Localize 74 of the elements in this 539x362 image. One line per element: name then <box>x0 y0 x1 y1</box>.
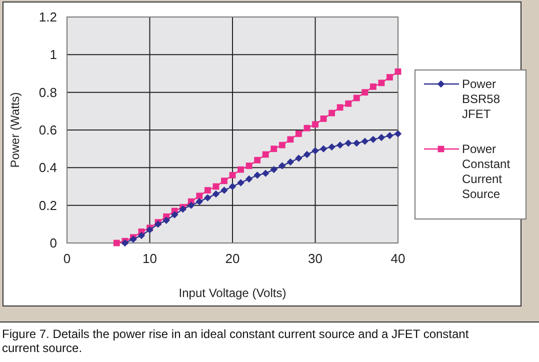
point <box>336 141 344 149</box>
y-tick-label: 1 <box>50 47 57 62</box>
point <box>237 179 244 186</box>
point <box>138 232 146 240</box>
x-tick-label: 0 <box>63 251 71 266</box>
point <box>262 170 270 177</box>
point <box>204 194 212 202</box>
y-tick-label: 1.2 <box>38 10 57 24</box>
x-axis-title: Input Voltage (Volts) <box>178 286 286 300</box>
point <box>386 132 394 140</box>
point <box>312 147 319 154</box>
point <box>386 74 393 80</box>
point <box>179 206 186 213</box>
point <box>345 100 352 107</box>
point <box>344 140 352 147</box>
point <box>162 216 170 224</box>
point <box>394 68 402 75</box>
y-tick-label: 0 <box>50 236 57 250</box>
y-axis-title: Power (Watts) <box>8 92 22 168</box>
point <box>370 83 376 90</box>
point <box>378 134 386 142</box>
point <box>394 130 402 138</box>
point <box>353 140 360 147</box>
point <box>246 162 252 169</box>
point <box>278 142 286 148</box>
x-tick-label: 30 <box>308 251 322 266</box>
point <box>204 187 211 194</box>
point <box>286 158 294 166</box>
point <box>254 172 261 179</box>
point <box>312 121 318 128</box>
point <box>353 94 360 102</box>
caption: Figure 7. Details the power rise in an ideal constant current source and a JFET constant current source. <box>2 327 470 355</box>
point <box>270 146 278 152</box>
point <box>121 239 129 247</box>
point <box>295 154 302 162</box>
point <box>361 138 368 145</box>
point <box>320 145 328 152</box>
point <box>378 80 385 86</box>
point <box>196 198 203 206</box>
point <box>320 116 327 122</box>
point <box>336 104 344 111</box>
y-tick-label: 0.2 <box>38 198 57 213</box>
point <box>296 130 302 137</box>
point <box>113 240 120 246</box>
point <box>270 166 278 174</box>
point <box>328 143 336 151</box>
y-tick-label: 0.4 <box>38 160 57 176</box>
point <box>212 190 220 198</box>
point <box>188 202 195 209</box>
point <box>370 136 377 144</box>
point <box>221 178 228 184</box>
point <box>254 156 261 164</box>
point <box>304 124 310 132</box>
point <box>245 175 253 183</box>
point <box>229 172 236 178</box>
point <box>303 150 311 158</box>
y-tick-label: 0.8 <box>38 84 57 100</box>
point <box>278 162 286 170</box>
x-tick-label: 10 <box>142 251 157 266</box>
point <box>170 211 178 218</box>
point <box>362 89 368 96</box>
legend-label: Power Constant Current Source <box>462 142 511 201</box>
x-tick-label: 40 <box>390 251 406 266</box>
point <box>220 186 228 194</box>
point <box>154 220 162 228</box>
y-tick-label: 0.6 <box>38 122 57 138</box>
point <box>228 182 236 190</box>
x-tick-label: 20 <box>225 251 240 266</box>
point <box>287 136 294 143</box>
point <box>262 151 269 158</box>
point <box>328 110 335 116</box>
legend-label: Power BSR58 JFET <box>462 77 500 121</box>
point <box>238 166 244 173</box>
point <box>196 192 203 200</box>
